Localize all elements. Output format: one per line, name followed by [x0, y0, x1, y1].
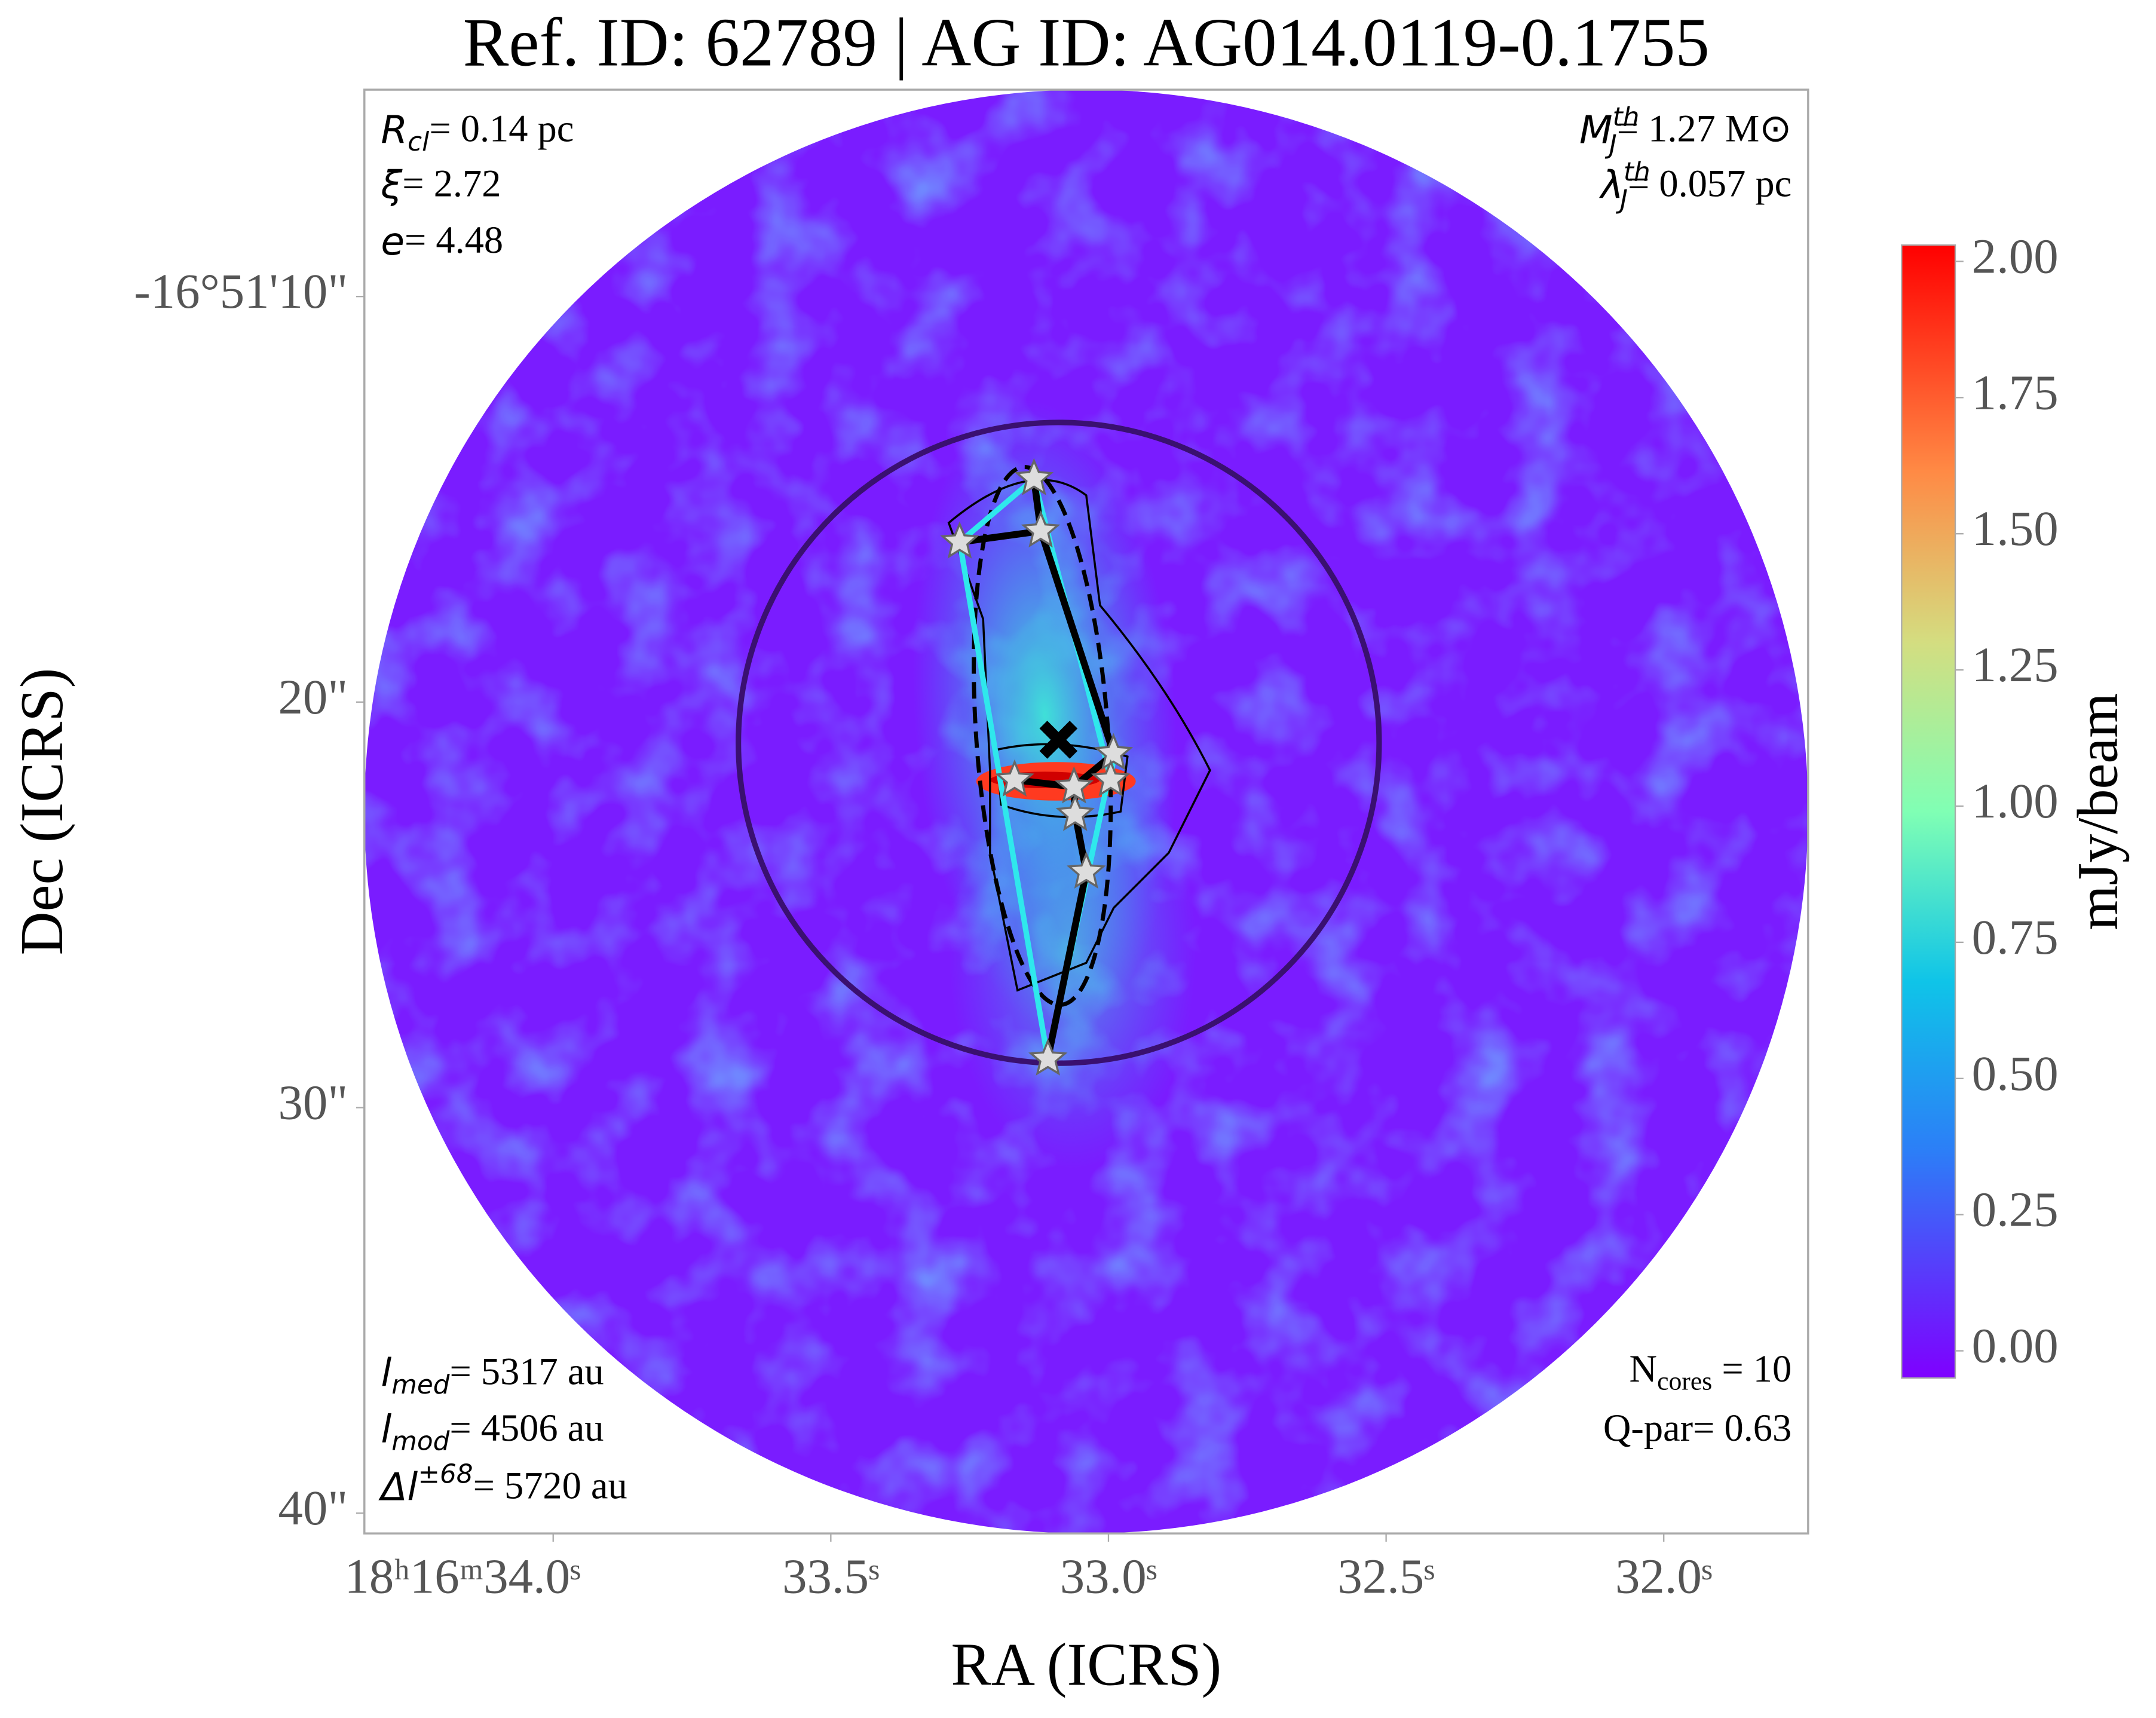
annotation-sup: th [1624, 157, 1650, 187]
core [1054, 766, 1094, 804]
colorbar-tick-label: 0.75 [1972, 909, 2059, 964]
y-axis-label: Dec (ICRS) [8, 668, 75, 956]
annotation-sym: λ [1599, 163, 1624, 207]
colorbar-tick-label: 0.25 [1972, 1182, 2059, 1237]
core [1021, 510, 1061, 548]
annotation: lmod= 4506 au [381, 1407, 604, 1457]
colorbar-tick-label: 1.25 [1972, 637, 2059, 692]
annotation-sym: e [381, 219, 405, 264]
annotation-sub: mod [391, 1426, 449, 1456]
annotation-sub: cores [1657, 1367, 1712, 1395]
annotation-sup: th [1613, 102, 1640, 132]
core [1055, 794, 1095, 831]
colorbar-tick-label: 0.00 [1972, 1318, 2059, 1373]
annotation-sup: ±68 [418, 1459, 473, 1490]
annotation: Mth J= 1.27 M⊙ [1579, 102, 1791, 160]
colorbar-tick-label: 1.50 [1972, 501, 2059, 556]
annotation: Q-par= 0.63 [1603, 1407, 1791, 1449]
core [1014, 458, 1054, 495]
core [1091, 759, 1131, 797]
annotation: e= 4.48 [381, 219, 503, 264]
y-tick-label: 30" [278, 1075, 348, 1130]
annotation: lmed= 5317 au [381, 1350, 604, 1400]
x-tick-label: 18ʰ16ᵐ34.0ˢ [344, 1549, 580, 1604]
colorbar-tick-label: 0.50 [1972, 1046, 2059, 1101]
y-tick-label: 20" [278, 669, 348, 724]
core [1067, 851, 1106, 889]
x-axis-label: RA (ICRS) [951, 1631, 1221, 1698]
center-marker [1039, 721, 1078, 759]
x-tick-label: 32.0ˢ [1615, 1549, 1713, 1604]
annotation-sym: ξ [380, 163, 403, 207]
annotation-sym: Δl [378, 1465, 418, 1509]
core [1094, 733, 1134, 770]
chart-title: Ref. ID: 62789 | AG ID: AG014.0119-0.175… [463, 4, 1710, 81]
annotation: Ncores = 10 [1630, 1348, 1792, 1396]
colorbar-tick-label: 2.00 [1972, 228, 2059, 283]
annotation-sym: l [381, 1350, 391, 1395]
annotation-text: = 5720 au [473, 1464, 627, 1506]
annotation-sub: cl [408, 127, 429, 157]
annotation-text: = 0.057 pc [1628, 162, 1791, 204]
x-tick-label: 32.5ˢ [1337, 1549, 1435, 1604]
annotation-text: = 5317 au [449, 1350, 604, 1392]
core [1028, 1038, 1068, 1076]
core [940, 521, 979, 559]
y-tick-label: 40" [278, 1480, 348, 1535]
colorbar [1901, 244, 1956, 1379]
annotation: Δl±68= 5720 au [378, 1459, 627, 1510]
y-tick-label: -16°51'10" [134, 264, 348, 319]
annotation: Rcl= 0.14 pc [381, 107, 574, 157]
core [995, 759, 1034, 797]
colorbar-tick-label: 1.75 [1972, 365, 2059, 419]
annotation-sub: med [391, 1370, 449, 1400]
annotation: ξ= 2.72 [380, 162, 501, 207]
annotation-sym: N [1630, 1348, 1658, 1390]
plot-frame [363, 88, 1809, 1535]
annotation-text: = 1.27 M⊙ [1617, 107, 1791, 149]
annotation-text: = 4.48 [405, 219, 503, 261]
annotation-text: = 0.14 pc [429, 107, 574, 149]
annotation-text: Q-par= 0.63 [1603, 1407, 1791, 1449]
annotation-sym: R [381, 108, 408, 152]
annotation-text: = 2.72 [402, 162, 501, 204]
x-tick-label: 33.5ˢ [782, 1549, 880, 1604]
x-tick-label: 33.0ˢ [1060, 1549, 1157, 1604]
annotation-sym: M [1579, 108, 1613, 152]
annotation-text: = 10 [1712, 1348, 1791, 1390]
colorbar-label: mJy/beam [2066, 693, 2130, 930]
colorbar-tick-label: 1.00 [1972, 773, 2059, 828]
annotation-sym: l [381, 1407, 391, 1451]
annotation-text: = 4506 au [449, 1407, 604, 1449]
annotation: λth J= 0.057 pc [1599, 157, 1791, 215]
